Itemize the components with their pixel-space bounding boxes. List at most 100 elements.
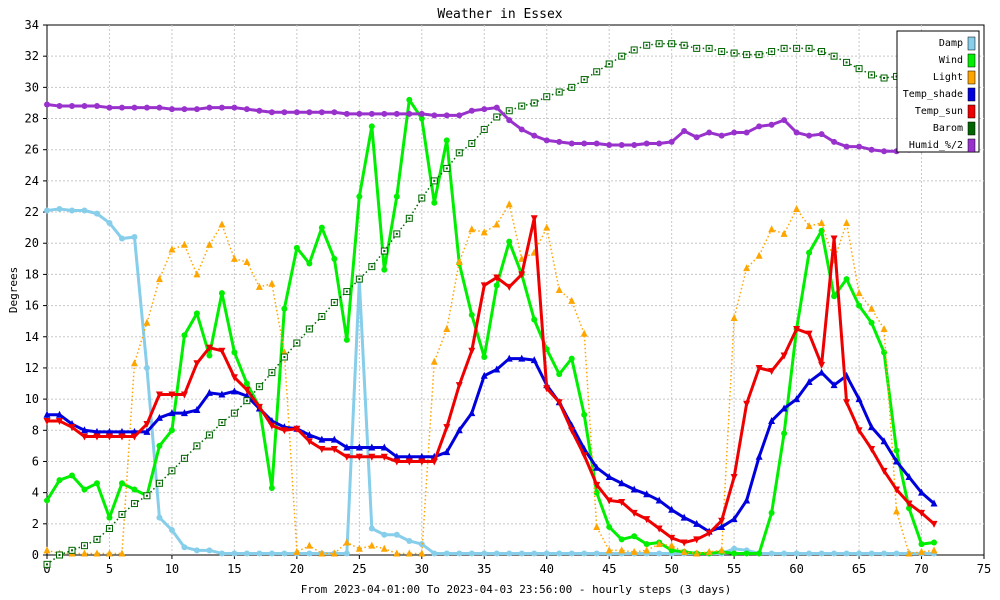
- data-point: [118, 235, 125, 242]
- data-point: [168, 106, 175, 113]
- data-point: [630, 509, 638, 517]
- data-point: [743, 264, 751, 272]
- data-point: [780, 352, 788, 360]
- data-point: [581, 550, 588, 557]
- data-point: [156, 442, 163, 449]
- data-point: [155, 413, 163, 421]
- data-point: [43, 417, 51, 425]
- data-point: [93, 103, 100, 110]
- data-point: [80, 549, 88, 557]
- data-point: [868, 423, 876, 431]
- chart-title: Weather in Essex: [437, 7, 562, 22]
- data-point: [205, 344, 213, 352]
- data-point: [193, 270, 201, 278]
- data-point: [531, 132, 538, 139]
- data-point: [118, 480, 125, 487]
- data-point: [655, 496, 663, 504]
- data-point: [906, 505, 913, 512]
- data-point: [68, 103, 75, 110]
- data-point-center: [833, 55, 836, 58]
- data-point: [218, 390, 226, 398]
- data-point: [506, 238, 513, 245]
- data-point: [468, 347, 476, 355]
- data-point: [306, 109, 313, 116]
- data-point: [118, 433, 126, 441]
- data-point: [130, 359, 138, 367]
- data-point-center: [358, 278, 361, 281]
- legend-swatch: [967, 87, 976, 102]
- data-point: [68, 424, 76, 432]
- data-point: [780, 404, 788, 412]
- x-tick-label: 65: [852, 562, 866, 576]
- data-point: [556, 371, 563, 378]
- data-point: [768, 225, 776, 233]
- data-point: [393, 531, 400, 538]
- data-point: [843, 218, 851, 226]
- data-point: [868, 550, 875, 557]
- data-point: [681, 128, 688, 134]
- data-point: [555, 286, 563, 293]
- data-point-center: [545, 95, 548, 98]
- x-tick-label: 75: [977, 562, 991, 576]
- data-point: [768, 121, 775, 128]
- legend-label: Damp: [939, 38, 963, 49]
- y-tick-label: 10: [25, 392, 39, 406]
- data-point: [543, 385, 551, 393]
- data-point: [143, 318, 151, 326]
- data-point: [80, 433, 88, 441]
- data-point: [268, 422, 276, 430]
- data-point: [556, 550, 563, 557]
- data-point: [893, 550, 900, 557]
- data-point: [293, 109, 300, 116]
- data-point: [255, 282, 263, 290]
- data-point: [405, 458, 413, 466]
- data-point-center: [633, 48, 636, 51]
- data-point: [268, 550, 275, 557]
- data-point-center: [245, 399, 248, 402]
- data-point: [131, 104, 138, 111]
- data-point: [393, 110, 400, 117]
- data-point: [481, 354, 488, 361]
- data-point: [405, 452, 413, 460]
- data-point-center: [233, 412, 236, 415]
- data-point: [206, 352, 213, 359]
- data-point-center: [508, 109, 511, 112]
- data-point: [918, 541, 925, 548]
- data-point: [106, 514, 113, 521]
- data-point: [93, 480, 100, 487]
- data-point: [918, 509, 926, 517]
- data-point: [93, 427, 101, 435]
- data-point-center: [183, 457, 186, 460]
- data-point-center: [220, 421, 223, 424]
- x-axis-label: From 2023-04-01:00 To 2023-04-03 23:56:0…: [301, 583, 731, 596]
- data-point: [818, 361, 826, 369]
- data-point: [181, 544, 188, 551]
- data-point: [443, 448, 451, 456]
- data-point: [118, 427, 126, 435]
- legend-swatch: [967, 138, 976, 153]
- legend-label: Light: [933, 72, 963, 83]
- legend-swatch: [967, 104, 976, 119]
- data-point: [330, 435, 338, 443]
- data-point: [655, 525, 663, 533]
- data-point: [380, 453, 388, 461]
- data-point: [43, 410, 51, 418]
- data-point: [880, 324, 888, 332]
- data-point: [193, 406, 201, 414]
- data-point-center: [195, 444, 198, 447]
- data-point-center: [46, 563, 48, 566]
- data-point: [781, 550, 788, 557]
- x-tick-label: 0: [43, 562, 50, 576]
- data-point-center: [408, 217, 411, 220]
- data-point: [605, 546, 613, 554]
- data-point: [255, 403, 263, 411]
- data-point: [881, 349, 888, 356]
- series-humid-2: [44, 101, 938, 155]
- data-point: [143, 364, 150, 371]
- y-tick-label: 8: [32, 423, 39, 437]
- data-point: [868, 319, 875, 326]
- data-point: [893, 457, 901, 465]
- data-point: [343, 550, 350, 557]
